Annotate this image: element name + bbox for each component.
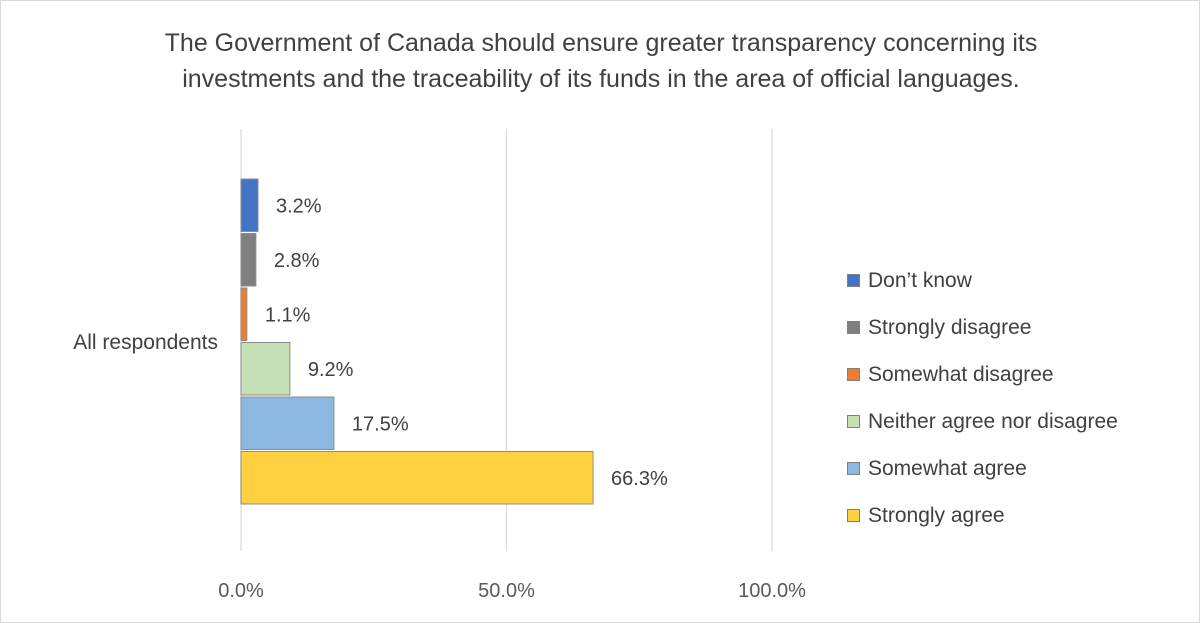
legend-swatch: [847, 368, 860, 381]
legend-item: Strongly agree: [847, 492, 1118, 539]
data-label: 3.2%: [276, 195, 322, 217]
data-label: 2.8%: [274, 250, 320, 272]
bar-strongly-agree: [240, 451, 594, 505]
legend-swatch: [847, 462, 860, 475]
legend-swatch: [847, 321, 860, 334]
bar-don-t-know: [240, 178, 259, 232]
data-label: 1.1%: [265, 304, 311, 326]
legend-label: Strongly disagree: [868, 315, 1032, 339]
legend-swatch: [847, 415, 860, 428]
data-label: 17.5%: [352, 413, 409, 435]
category-label: All respondents: [73, 331, 218, 354]
x-tick-label: 50.0%: [478, 580, 535, 602]
x-tick-label: 0.0%: [218, 580, 264, 602]
legend-item: Somewhat agree: [847, 445, 1118, 492]
legend-label: Don’t know: [868, 268, 972, 292]
chart-legend: Don’t know Strongly disagree Somewhat disa…: [847, 257, 1118, 539]
bar-somewhat-agree: [240, 396, 335, 450]
bar-neither-agree-nor-disagree: [240, 342, 291, 396]
bar-somewhat-disagree: [240, 287, 248, 341]
legend-item: Neither agree nor disagree: [847, 398, 1118, 445]
legend-label: Somewhat disagree: [868, 362, 1054, 386]
data-label: 66.3%: [611, 468, 668, 490]
legend-label: Somewhat agree: [868, 456, 1027, 480]
bar-strongly-disagree: [240, 233, 257, 287]
legend-item: Don’t know: [847, 257, 1118, 304]
legend-label: Neither agree nor disagree: [868, 409, 1118, 433]
data-label: 9.2%: [308, 359, 354, 381]
legend-swatch: [847, 509, 860, 522]
chart-title: The Government of Canada should ensure g…: [164, 29, 1038, 93]
legend-item: Somewhat disagree: [847, 351, 1118, 398]
x-tick-label: 100.0%: [738, 580, 806, 602]
legend-item: Strongly disagree: [847, 304, 1118, 351]
legend-label: Strongly agree: [868, 503, 1005, 527]
legend-swatch: [847, 274, 860, 287]
